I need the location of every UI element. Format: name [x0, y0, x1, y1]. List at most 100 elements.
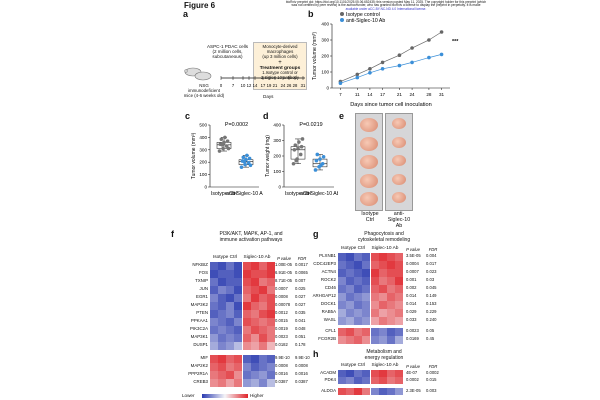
- heatmap-cell: [210, 294, 218, 302]
- tumor-weight-boxplot: 0 100 200 300 400 Tumor weight (mg) P=0.0219 Is…: [265, 122, 338, 197]
- data-point: [239, 165, 244, 169]
- p-value: 0.0015: [275, 317, 288, 323]
- heatmap-cell: [362, 269, 370, 277]
- heatmap-cell: [346, 336, 354, 344]
- heatmap-cell: [267, 278, 275, 286]
- heatmap-cell: [234, 294, 242, 302]
- y-tick-label: 500: [199, 123, 207, 128]
- heatmap-cell: [267, 355, 275, 363]
- gene-label: DOCK1: [320, 300, 336, 306]
- heatmap-cell: [259, 318, 267, 326]
- treatment-title: Treatment groups: [259, 66, 301, 72]
- data-point: [299, 144, 304, 149]
- heatmap-cell: [371, 309, 379, 317]
- heatmap-cell: [379, 261, 387, 269]
- heatmap-cell: [362, 336, 370, 344]
- heatmap-cell: [371, 277, 379, 285]
- heatmap-cell: [379, 370, 387, 377]
- heatmap-cell: [267, 371, 275, 379]
- heatmap-cell: [267, 286, 275, 294]
- p-value: 8.71E-05: [275, 277, 292, 283]
- tumor-volume-line-chart: 0 100 200 300 400 7 11 14 17 21 24 28 31 Days since t…: [312, 12, 459, 108]
- gene-label: PDK4: [324, 376, 336, 382]
- fdr-value: 0.041: [295, 317, 306, 323]
- fdr-value: 0.035: [295, 309, 306, 315]
- heatmap-cell: [218, 318, 226, 326]
- heatmap-cell: [251, 270, 259, 278]
- panel-g-group1: Isotype Ctrl: [340, 246, 366, 251]
- heatmap-cell: [234, 278, 242, 286]
- gene-label: NFKBIZ: [192, 261, 208, 267]
- y-tick-label: 300: [321, 38, 329, 43]
- treatment-2: 2.Siglec-10 antibody: [261, 75, 299, 80]
- series-point: [427, 55, 431, 60]
- timeline-tick-label: 26: [287, 83, 292, 88]
- fdr-value: 0.240: [426, 316, 437, 322]
- panel-h-fdr-header: FDR: [428, 364, 438, 369]
- fdr-value: 9.9E-10: [295, 354, 310, 360]
- heatmap-cell: [243, 342, 251, 350]
- heatmap-cell: [379, 293, 387, 301]
- heatmap-cell: [243, 334, 251, 342]
- x-tick-label: 17: [380, 92, 386, 97]
- p-value: 0.0023: [406, 327, 419, 333]
- heatmap-cell: [371, 317, 379, 325]
- gene-label: ACTN4: [321, 268, 336, 274]
- heatmap-cell: [371, 269, 379, 277]
- heatmap-cell: [267, 294, 275, 302]
- heatmap-cell: [362, 277, 370, 285]
- tumor-column-isotype: [355, 113, 383, 211]
- fdr-value: 0.027: [295, 301, 306, 307]
- heatmap-cell: [379, 285, 387, 293]
- heatmap-cell: [346, 277, 354, 285]
- series-point: [439, 52, 444, 57]
- heatmap-cell: [218, 286, 226, 294]
- heatmap-cell: [226, 371, 234, 379]
- heatmap-cell: [395, 370, 403, 377]
- heatmap-cell: [218, 262, 226, 270]
- heatmap-cell: [218, 334, 226, 342]
- p-value: 0.0008: [275, 293, 288, 299]
- heatmap-cell: [346, 253, 354, 261]
- panel-g-fdr-header: FDR: [428, 247, 438, 252]
- fdr-value: 0.048: [295, 325, 306, 331]
- series-point: [410, 60, 414, 65]
- gene-label: ARHGAP12: [312, 292, 336, 298]
- heatmap-cell: [251, 334, 259, 342]
- series-point: [355, 72, 360, 77]
- x-tick-label: 28: [426, 92, 432, 97]
- heatmap-cell: [226, 270, 234, 278]
- heatmap-cell: [226, 302, 234, 310]
- heatmap-cell: [362, 370, 370, 377]
- tumor-col1-label: Isotype Ctrl: [361, 211, 379, 223]
- p-value: 0.0016: [275, 370, 288, 376]
- p-value: 0.0007: [406, 268, 419, 274]
- gene-label: PPKAA1: [190, 317, 208, 323]
- heatmap-cell: [395, 309, 403, 317]
- fdr-value: 0.153: [426, 300, 437, 306]
- heatmap-cell: [243, 326, 251, 334]
- fdr-value: 0.003: [426, 387, 437, 393]
- gene-label: MAP3K2: [190, 301, 208, 307]
- heatmap-cell: [210, 318, 218, 326]
- heatmap-cell: [362, 253, 370, 261]
- timeline-tick-label: 14: [253, 83, 258, 88]
- data-point: [293, 143, 298, 147]
- legend-marker: [340, 18, 344, 22]
- panel-a: ASPC-1 PDAC cells (2 million cells, subc…: [183, 18, 309, 108]
- data-point: [248, 163, 253, 168]
- heatmap-cell: [387, 309, 395, 317]
- heatmap-cell: [226, 355, 234, 363]
- heatmap-cell: [371, 370, 379, 377]
- panel-f-group2: Siglec-10 Ab: [243, 255, 271, 260]
- heatmap-cell: [338, 285, 346, 293]
- gene-label: TXNIP: [195, 277, 208, 283]
- panel-f-group1: Isotype Ctrl: [212, 255, 238, 260]
- heatmap-cell: [338, 301, 346, 309]
- heatmap-cell: [379, 309, 387, 317]
- y-tick-label: 100: [199, 172, 207, 177]
- heatmap-cell: [251, 286, 259, 294]
- heatmap-cell: [226, 286, 234, 294]
- heatmap-cell: [362, 285, 370, 293]
- panel-g-title: Phagocytosis and cytoskeletal remodeling: [357, 231, 411, 243]
